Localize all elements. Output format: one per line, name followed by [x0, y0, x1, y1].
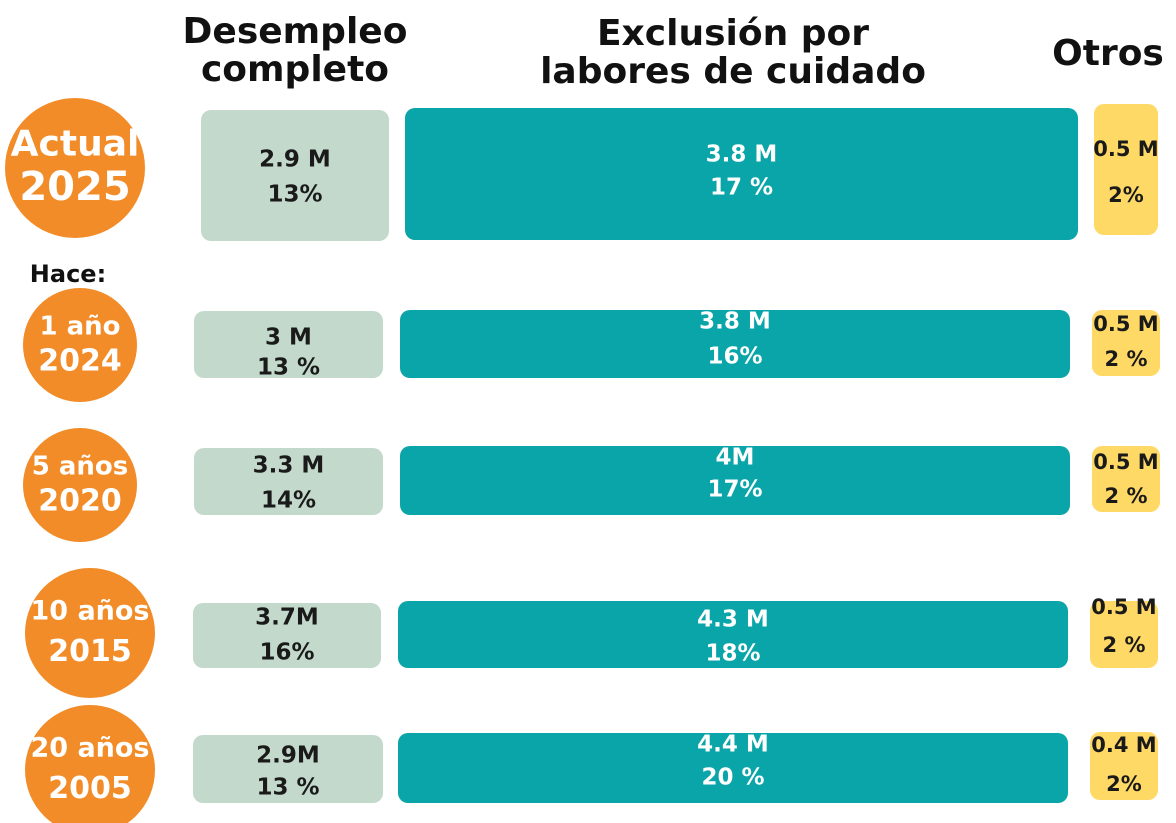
period-circle	[25, 568, 155, 698]
value-percent: 16%	[259, 640, 314, 666]
value-amount: 0.5 M	[1093, 137, 1158, 161]
value-percent: 17%	[707, 477, 762, 503]
value-box	[1092, 446, 1160, 512]
value-box	[1090, 601, 1158, 668]
value-percent: 20 %	[701, 765, 764, 791]
value-amount: 0.5 M	[1091, 595, 1156, 619]
value-percent: 13%	[267, 182, 322, 208]
header: labores de cuidado	[540, 51, 926, 92]
period-circle	[23, 428, 137, 542]
value-amount: 4M	[716, 445, 755, 471]
period-year: 2020	[38, 484, 122, 519]
value-percent: 2 %	[1103, 633, 1146, 657]
value-box	[400, 310, 1070, 378]
period-label: Actual	[11, 124, 140, 165]
period-year: 2005	[48, 771, 132, 806]
value-box	[1090, 732, 1158, 800]
value-box	[1094, 104, 1158, 235]
value-percent: 18%	[705, 641, 760, 667]
value-amount: 2.9M	[256, 743, 320, 769]
value-percent: 2 %	[1105, 347, 1148, 371]
period-year: 2025	[19, 164, 130, 210]
period-label: 5 años	[32, 451, 129, 481]
value-amount: 3.8 M	[706, 142, 778, 168]
value-box	[398, 601, 1068, 668]
header: Otros	[1052, 33, 1164, 74]
value-percent: 16%	[707, 344, 762, 370]
value-percent: 2 %	[1105, 484, 1148, 508]
period-year: 2024	[38, 344, 122, 379]
value-percent: 2%	[1106, 772, 1142, 796]
period-circle	[23, 288, 137, 402]
period-year: 2015	[48, 634, 132, 669]
period-label: 10 años	[30, 596, 149, 627]
value-box	[193, 735, 383, 803]
value-amount: 3.8 M	[699, 309, 771, 335]
hace-label: Hace:	[30, 260, 106, 288]
value-amount: 0.5 M	[1093, 450, 1158, 474]
value-box	[405, 108, 1078, 240]
value-box	[193, 603, 381, 668]
period-circle	[25, 705, 155, 823]
value-percent: 13 %	[256, 775, 319, 801]
value-amount: 3.3 M	[253, 453, 325, 479]
period-circle	[5, 98, 145, 238]
value-box	[194, 448, 383, 515]
value-box	[194, 311, 383, 378]
period-label: 20 años	[30, 733, 149, 764]
value-box	[1092, 310, 1160, 376]
value-percent: 17 %	[710, 175, 773, 201]
value-box	[398, 733, 1068, 803]
value-amount: 4.3 M	[697, 607, 769, 633]
value-amount: 0.4 M	[1091, 733, 1156, 757]
value-amount: 3.7M	[255, 605, 319, 631]
value-amount: 4.4 M	[697, 732, 769, 758]
value-box	[400, 446, 1070, 515]
value-percent: 2%	[1108, 183, 1144, 207]
value-amount: 0.5 M	[1093, 312, 1158, 336]
value-percent: 13 %	[257, 355, 320, 381]
value-amount: 2.9 M	[259, 147, 331, 173]
value-box	[201, 110, 389, 241]
value-amount: 3 M	[265, 325, 312, 351]
header: Exclusión por	[597, 13, 869, 54]
period-label: 1 año	[39, 311, 120, 341]
header: Desempleo	[183, 11, 408, 52]
header: completo	[201, 49, 389, 90]
value-percent: 14%	[261, 488, 316, 514]
